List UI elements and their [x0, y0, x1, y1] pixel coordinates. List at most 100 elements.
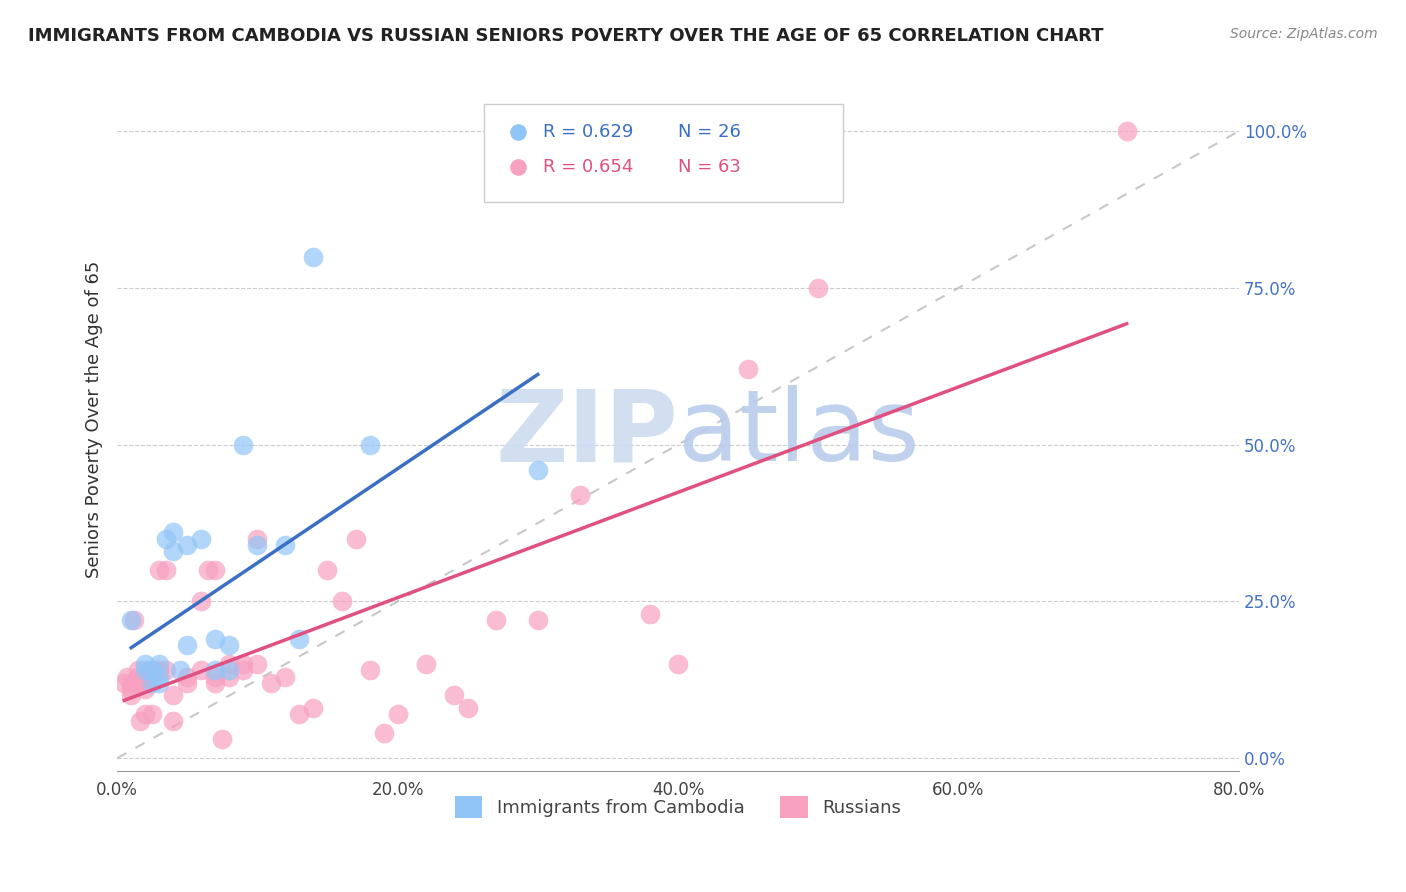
Y-axis label: Seniors Poverty Over the Age of 65: Seniors Poverty Over the Age of 65 [86, 261, 103, 578]
Point [344, 532, 367, 546]
Point [737, 362, 759, 376]
Point [176, 676, 198, 690]
Point [359, 664, 381, 678]
Point [638, 607, 661, 621]
Point [148, 664, 170, 678]
Point [176, 538, 198, 552]
Point [288, 707, 311, 722]
Point [141, 664, 163, 678]
Point [218, 657, 240, 672]
Point [666, 657, 689, 672]
Text: R = 0.629: R = 0.629 [543, 123, 634, 141]
Point [120, 676, 142, 690]
Point [122, 613, 145, 627]
Point [359, 438, 381, 452]
Point [526, 463, 548, 477]
Point [1115, 124, 1137, 138]
Point [302, 250, 325, 264]
Point [190, 664, 212, 678]
Point [128, 676, 150, 690]
FancyBboxPatch shape [484, 103, 842, 202]
Point [232, 664, 254, 678]
Text: R = 0.654: R = 0.654 [543, 158, 634, 176]
Point [443, 689, 465, 703]
Text: Source: ZipAtlas.com: Source: ZipAtlas.com [1230, 27, 1378, 41]
Point [526, 613, 548, 627]
Point [120, 689, 142, 703]
Point [155, 532, 177, 546]
Point [141, 664, 163, 678]
Point [155, 563, 177, 577]
Point [148, 676, 170, 690]
Point [115, 670, 138, 684]
Point [120, 613, 142, 627]
Point [176, 670, 198, 684]
Point [141, 707, 163, 722]
Point [606, 211, 628, 226]
Point [457, 701, 479, 715]
Point [162, 714, 184, 728]
Point [373, 726, 395, 740]
Point [197, 563, 219, 577]
Point [218, 664, 240, 678]
Point [807, 281, 830, 295]
Point [128, 714, 150, 728]
Point [136, 670, 159, 684]
Point [204, 670, 226, 684]
Point [232, 438, 254, 452]
Point [190, 532, 212, 546]
Point [176, 638, 198, 652]
Point [260, 676, 283, 690]
Point [162, 544, 184, 558]
Point [218, 638, 240, 652]
Point [169, 664, 191, 678]
Point [120, 682, 142, 697]
Point [155, 664, 177, 678]
Point [246, 657, 269, 672]
Point [148, 657, 170, 672]
Point [134, 664, 156, 678]
Point [134, 707, 156, 722]
Point [148, 664, 170, 678]
Point [136, 670, 159, 684]
Point [134, 657, 156, 672]
Point [232, 657, 254, 672]
Text: atlas: atlas [678, 385, 920, 483]
Point [415, 657, 437, 672]
Point [302, 701, 325, 715]
Point [204, 563, 226, 577]
Point [127, 676, 149, 690]
Point [218, 670, 240, 684]
Point [134, 682, 156, 697]
Point [606, 180, 628, 194]
Point [246, 538, 269, 552]
Point [204, 676, 226, 690]
Point [316, 563, 339, 577]
Point [148, 563, 170, 577]
Point [211, 732, 233, 747]
Point [162, 689, 184, 703]
Text: ZIP: ZIP [495, 385, 678, 483]
Point [288, 632, 311, 646]
Text: N = 63: N = 63 [678, 158, 741, 176]
Point [122, 676, 145, 690]
Point [485, 613, 508, 627]
Point [112, 676, 135, 690]
Text: N = 26: N = 26 [678, 123, 741, 141]
Point [568, 488, 591, 502]
Text: IMMIGRANTS FROM CAMBODIA VS RUSSIAN SENIORS POVERTY OVER THE AGE OF 65 CORRELATI: IMMIGRANTS FROM CAMBODIA VS RUSSIAN SENI… [28, 27, 1104, 45]
Point [134, 676, 156, 690]
Point [148, 670, 170, 684]
Point [204, 664, 226, 678]
Point [141, 676, 163, 690]
Point [274, 538, 297, 552]
Point [190, 594, 212, 608]
Point [204, 632, 226, 646]
Point [141, 664, 163, 678]
Point [127, 664, 149, 678]
Point [127, 670, 149, 684]
Point [387, 707, 409, 722]
Point [162, 525, 184, 540]
Legend: Immigrants from Cambodia, Russians: Immigrants from Cambodia, Russians [449, 789, 908, 825]
Point [274, 670, 297, 684]
